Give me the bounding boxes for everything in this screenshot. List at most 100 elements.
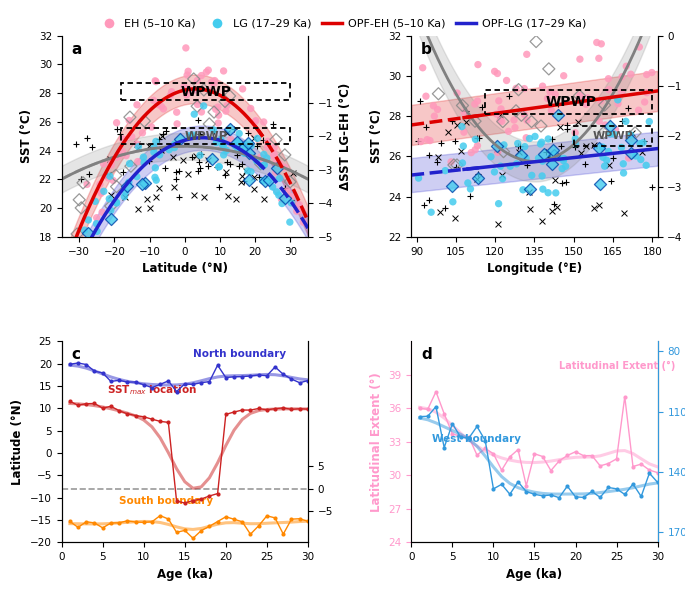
Y-axis label: Latitude (°N): Latitude (°N) bbox=[12, 399, 25, 485]
Point bbox=[626, 148, 637, 158]
Point bbox=[450, 162, 461, 171]
Point bbox=[208, 107, 219, 117]
Point bbox=[146, 122, 157, 132]
Point bbox=[455, 146, 466, 156]
Point bbox=[259, 176, 270, 185]
Point bbox=[191, 151, 202, 161]
Point bbox=[112, 124, 123, 134]
Point bbox=[271, 135, 282, 144]
Point bbox=[470, 145, 481, 154]
Point bbox=[298, 218, 309, 227]
Point bbox=[519, 110, 530, 119]
Point bbox=[547, 145, 558, 154]
Point bbox=[603, 85, 614, 94]
Point bbox=[160, 163, 171, 173]
Point bbox=[547, 159, 558, 169]
Point bbox=[428, 101, 439, 110]
Point bbox=[536, 138, 547, 147]
Point bbox=[211, 138, 222, 147]
Point bbox=[493, 219, 504, 228]
Point bbox=[218, 66, 229, 76]
Point bbox=[514, 141, 525, 151]
Point bbox=[638, 138, 649, 147]
Point bbox=[625, 135, 636, 145]
Point bbox=[603, 147, 614, 156]
Point bbox=[177, 156, 188, 165]
Point bbox=[594, 142, 605, 152]
Point bbox=[232, 137, 243, 147]
Point bbox=[125, 113, 136, 122]
Point bbox=[237, 159, 248, 169]
Point bbox=[439, 204, 450, 213]
Point bbox=[105, 157, 116, 166]
Point bbox=[132, 144, 143, 153]
Point bbox=[279, 163, 290, 172]
Point bbox=[560, 162, 571, 171]
Point bbox=[423, 195, 434, 204]
Point bbox=[182, 70, 192, 80]
Point bbox=[257, 161, 268, 170]
Point bbox=[616, 72, 627, 82]
Point bbox=[258, 117, 269, 127]
Point bbox=[151, 175, 162, 185]
Point bbox=[236, 178, 247, 187]
Point bbox=[103, 194, 114, 204]
Point bbox=[123, 178, 134, 187]
Point bbox=[493, 148, 503, 157]
Point bbox=[138, 157, 149, 167]
Point bbox=[447, 197, 458, 207]
Point bbox=[570, 142, 581, 152]
Point bbox=[211, 163, 222, 172]
Point bbox=[497, 117, 508, 126]
Point bbox=[547, 206, 558, 216]
Y-axis label: SST (°C): SST (°C) bbox=[20, 109, 33, 163]
Point bbox=[422, 135, 433, 144]
Point bbox=[279, 194, 290, 203]
Point bbox=[541, 148, 552, 157]
Point bbox=[525, 184, 536, 194]
Point bbox=[561, 124, 572, 134]
Point bbox=[574, 91, 585, 101]
Point bbox=[223, 191, 234, 201]
Point bbox=[268, 151, 279, 161]
Point bbox=[78, 250, 89, 260]
Point bbox=[489, 167, 500, 176]
Point bbox=[495, 116, 506, 125]
Point bbox=[618, 168, 629, 178]
Point bbox=[201, 67, 212, 77]
Point bbox=[612, 95, 623, 105]
Point bbox=[521, 133, 532, 142]
Point bbox=[203, 156, 214, 165]
Point bbox=[469, 100, 480, 109]
Point bbox=[451, 88, 462, 98]
Point bbox=[225, 125, 236, 134]
Point bbox=[105, 214, 116, 224]
Point bbox=[199, 192, 210, 201]
Point bbox=[572, 117, 583, 126]
Y-axis label: Latitudinal Extent (°): Latitudinal Extent (°) bbox=[370, 372, 383, 512]
Point bbox=[599, 162, 610, 171]
Point bbox=[445, 157, 456, 167]
Point bbox=[516, 110, 527, 120]
Point bbox=[513, 85, 524, 94]
Point bbox=[284, 218, 295, 227]
Point bbox=[641, 70, 652, 79]
Point bbox=[248, 134, 259, 143]
Point bbox=[182, 170, 193, 179]
Point bbox=[271, 156, 282, 165]
Point bbox=[132, 172, 142, 181]
Point bbox=[519, 84, 530, 94]
Point bbox=[208, 125, 219, 135]
Point bbox=[491, 141, 502, 151]
Point bbox=[232, 144, 243, 154]
Point bbox=[158, 104, 169, 114]
Text: SST$_{max}$ location: SST$_{max}$ location bbox=[107, 383, 197, 396]
Point bbox=[286, 192, 297, 201]
Point bbox=[154, 150, 165, 160]
Point bbox=[110, 170, 121, 180]
Point bbox=[119, 135, 130, 145]
Point bbox=[210, 104, 221, 114]
Point bbox=[189, 85, 200, 95]
Point bbox=[531, 37, 542, 46]
Point bbox=[581, 141, 592, 151]
